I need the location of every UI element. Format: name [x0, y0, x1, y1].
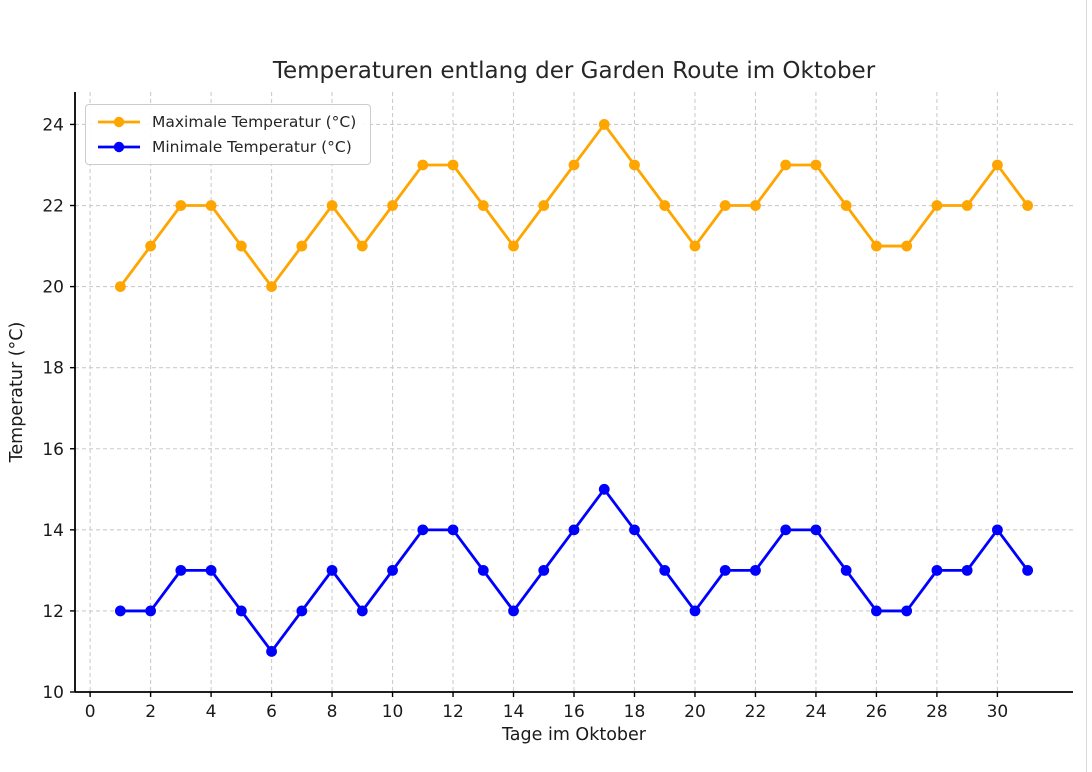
legend-label-max-temp: Maximale Temperatur (°C): [152, 113, 357, 131]
min-temp-marker: [326, 564, 338, 576]
x-tick-label: 28: [926, 702, 948, 722]
x-tick-label: 6: [266, 702, 277, 722]
max-temp-marker: [417, 159, 429, 171]
max-temp-marker: [114, 281, 126, 292]
min-temp-marker: [538, 564, 550, 576]
chart-title: Temperaturen entlang der Garden Route im…: [272, 58, 876, 84]
min-temp-marker: [629, 524, 640, 536]
x-tick-label: 10: [382, 702, 404, 722]
max-temp-marker: [296, 240, 308, 252]
max-temp-marker: [205, 200, 217, 211]
max-temp-marker: [568, 159, 580, 171]
legend: Maximale Temperatur (°C) Minimale Temper…: [85, 104, 372, 165]
min-temp-marker: [114, 605, 126, 617]
min-temp-marker: [598, 483, 610, 495]
max-temp-marker: [810, 159, 822, 171]
min-temp-marker: [750, 564, 761, 576]
max-temp-marker: [689, 240, 701, 252]
x-tick-label: 4: [206, 702, 217, 722]
legend-item-min-temp: Minimale Temperatur (°C): [96, 138, 356, 156]
max-temp-marker: [901, 240, 913, 252]
x-tick-label: 18: [624, 702, 646, 722]
min-temp-marker: [235, 605, 247, 617]
min-temp-marker: [266, 646, 277, 657]
x-tick-label: 14: [503, 702, 525, 722]
min-temp-marker: [568, 524, 580, 536]
min-temp-marker: [719, 564, 731, 576]
max-temp-marker: [871, 240, 882, 252]
x-tick-label: 24: [805, 702, 827, 722]
min-temp-marker: [387, 564, 398, 576]
y-tick-label: 24: [42, 115, 64, 135]
min-temp-marker: [447, 524, 459, 536]
max-temp-marker: [659, 200, 671, 211]
y-tick-label: 16: [42, 440, 64, 460]
max-temp-marker: [840, 200, 852, 211]
x-tick-label: 2: [145, 702, 156, 722]
max-temp-legend-sample-icon: [98, 116, 140, 128]
min-temp-marker: [780, 524, 792, 536]
min-temp-marker: [901, 605, 913, 617]
max-temp-marker: [508, 240, 519, 252]
min-temp-marker: [417, 524, 429, 536]
x-axis-label: Tage im Oktober: [502, 725, 646, 745]
max-temp-marker: [387, 200, 398, 211]
x-tick-label: 30: [987, 702, 1009, 722]
max-temp-marker: [447, 159, 459, 171]
min-temp-legend-sample-icon: [98, 141, 140, 153]
max-temp-marker: [719, 200, 731, 211]
x-tick-label: 20: [684, 702, 706, 722]
max-temp-marker: [538, 200, 550, 211]
x-tick-label: 26: [866, 702, 888, 722]
min-temp-marker: [508, 605, 519, 617]
x-tick-label: 16: [563, 702, 585, 722]
y-tick-label: 14: [42, 521, 64, 541]
max-temp-marker: [780, 159, 792, 171]
max-temp-marker: [175, 200, 187, 211]
x-tick-label: 12: [442, 702, 464, 722]
y-tick-label: 22: [42, 197, 64, 217]
min-temp-marker: [689, 605, 701, 617]
y-tick-label: 20: [42, 278, 64, 298]
max-temp-marker: [326, 200, 338, 211]
min-temp-marker: [296, 605, 308, 617]
max-temp-marker: [356, 240, 368, 252]
legend-label-min-temp: Minimale Temperatur (°C): [152, 138, 352, 156]
window-right-border: [1086, 0, 1087, 772]
min-temp-marker: [659, 564, 671, 576]
min-temp-marker: [175, 564, 187, 576]
max-temp-marker: [931, 200, 943, 211]
min-temp-marker: [477, 564, 489, 576]
y-tick-label: 10: [42, 683, 64, 703]
min-temp-marker: [145, 605, 157, 617]
min-temp-marker: [810, 524, 822, 536]
x-tick-label: 8: [327, 702, 338, 722]
y-tick-label: 18: [42, 359, 64, 379]
max-temp-marker: [598, 119, 610, 130]
min-temp-marker: [840, 564, 852, 576]
max-temp-marker: [629, 159, 640, 171]
max-temp-marker: [145, 240, 157, 252]
max-temp-marker: [235, 240, 247, 252]
y-tick-label: 12: [42, 602, 64, 622]
x-tick-label: 22: [745, 702, 767, 722]
max-temp-marker: [961, 200, 973, 211]
min-temp-marker: [991, 524, 1003, 536]
max-temp-marker: [477, 200, 489, 211]
min-temp-marker: [1022, 564, 1034, 576]
max-temp-marker: [750, 200, 761, 211]
max-temp-marker: [1022, 200, 1034, 211]
min-temp-marker: [205, 564, 217, 576]
max-temp-marker: [991, 159, 1003, 171]
min-temp-marker: [961, 564, 973, 576]
x-tick-label: 0: [85, 702, 96, 722]
min-temp-marker: [356, 605, 368, 617]
legend-item-max-temp: Maximale Temperatur (°C): [96, 113, 356, 131]
min-temp-marker: [871, 605, 882, 617]
min-temp-marker: [931, 564, 943, 576]
max-temp-marker: [266, 281, 277, 292]
